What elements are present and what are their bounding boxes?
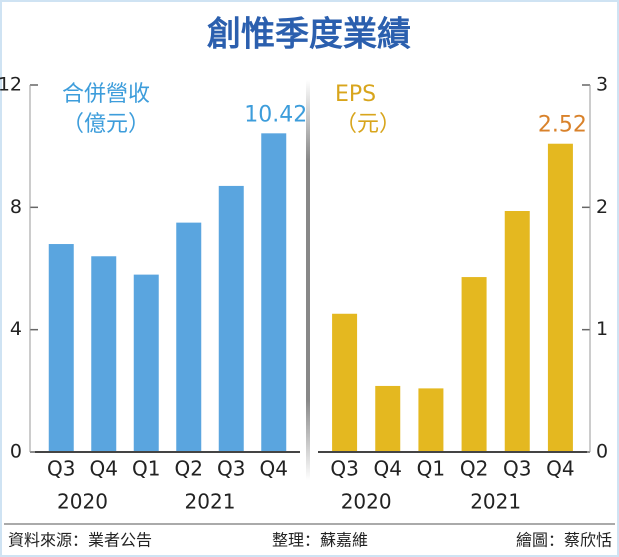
- bar: [461, 277, 487, 452]
- bar: [91, 256, 117, 452]
- bar: [218, 185, 244, 453]
- series-label: （億元）: [62, 112, 150, 137]
- footer-artist: 繪圖：蔡欣恬: [516, 531, 612, 550]
- bar: [504, 211, 530, 452]
- data-label: 10.42: [244, 102, 307, 127]
- x-tick-label: Q4: [546, 457, 574, 481]
- x-tick-label: Q1: [417, 457, 445, 481]
- x-tick-label: Q3: [330, 457, 358, 481]
- x-tick-label: Q2: [460, 457, 488, 481]
- x-tick-label: Q3: [47, 457, 75, 481]
- y-tick-label: 8: [10, 196, 22, 218]
- bar: [547, 143, 573, 452]
- y-tick-label: 4: [10, 318, 22, 340]
- bar: [133, 274, 159, 452]
- group-label: 2021: [470, 490, 521, 514]
- y-tick-label: 0: [596, 441, 608, 463]
- y-tick-label: 1: [596, 318, 608, 340]
- y-tick-label: 2: [596, 196, 608, 218]
- group-label: 2020: [341, 490, 392, 514]
- x-tick-label: Q4: [260, 457, 288, 481]
- bar: [332, 313, 358, 452]
- divider: [306, 80, 310, 480]
- x-tick-label: Q3: [503, 457, 531, 481]
- y-tick-label: 12: [0, 74, 22, 96]
- series-label: 合併營收: [62, 82, 150, 107]
- x-tick-label: Q2: [175, 457, 203, 481]
- bar: [418, 388, 444, 452]
- bar: [176, 222, 202, 452]
- x-tick-label: Q4: [374, 457, 402, 481]
- series-label: EPS: [335, 82, 376, 107]
- chart-title: 創惟季度業績: [207, 15, 411, 55]
- x-tick-label: Q3: [217, 457, 245, 481]
- x-tick-label: Q4: [90, 457, 118, 481]
- y-tick-label: 3: [596, 74, 608, 96]
- bar: [48, 244, 74, 452]
- footer-source: 資料來源：業者公告: [8, 531, 152, 550]
- bar: [375, 385, 401, 452]
- series-label: （元）: [335, 112, 401, 137]
- bar: [261, 133, 287, 453]
- group-label: 2021: [185, 490, 236, 514]
- data-label: 2.52: [538, 113, 587, 138]
- group-label: 2020: [57, 490, 108, 514]
- x-tick-label: Q1: [132, 457, 160, 481]
- footer-editor: 整理：蘇嘉維: [272, 531, 368, 550]
- y-tick-label: 0: [10, 441, 22, 463]
